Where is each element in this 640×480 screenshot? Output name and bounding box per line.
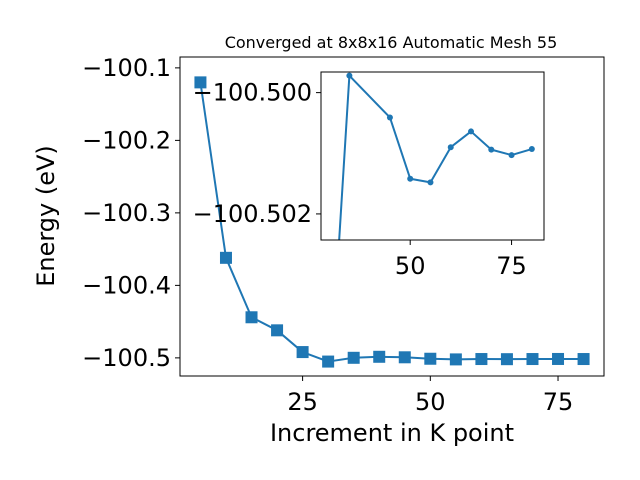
- main-data-point: [194, 76, 207, 89]
- inset-series-group: [338, 72, 535, 240]
- main-y-tick-label: −100.4: [82, 271, 171, 299]
- main-data-point: [322, 355, 335, 368]
- main-x-tick-label: 50: [415, 388, 446, 416]
- inset-data-point: [427, 179, 434, 186]
- main-x-axis-label: Increment in K point: [270, 419, 514, 447]
- main-data-point: [577, 353, 590, 366]
- main-y-tick-label: −100.1: [82, 54, 171, 82]
- inset-data-point: [488, 146, 495, 153]
- main-x-tick-label: 25: [287, 388, 318, 416]
- main-y-tick-label: −100.3: [82, 199, 171, 227]
- inset-series-line: [338, 74, 533, 240]
- main-data-point: [526, 353, 539, 366]
- main-y-tick-label: −100.2: [82, 126, 171, 154]
- inset-x-tick-label: 75: [496, 252, 527, 280]
- inset-axes-frame: [320, 71, 545, 241]
- main-y-tick-label: −100.5: [82, 344, 171, 372]
- inset-axes: 50 75 −100.502 −100.500: [193, 71, 545, 280]
- main-series-group: [194, 76, 590, 368]
- main-axes: Converged at 8x8x16 Automatic Mesh 55 25…: [32, 33, 605, 447]
- main-data-point: [296, 346, 309, 359]
- inset-y-tick-label: −100.502: [193, 200, 312, 228]
- main-data-point: [424, 352, 437, 365]
- inset-data-point: [468, 128, 475, 135]
- inset-axes-background: [321, 72, 544, 240]
- inset-data-point: [447, 144, 454, 151]
- main-data-point: [398, 351, 411, 364]
- main-x-ticks: 25 50 75: [287, 376, 573, 416]
- main-y-axis-label: Energy (eV): [32, 145, 60, 287]
- main-chart-title: Converged at 8x8x16 Automatic Mesh 55: [225, 33, 558, 52]
- main-data-point: [552, 352, 565, 365]
- main-data-point: [500, 353, 513, 366]
- inset-data-point: [528, 146, 535, 153]
- main-series-line: [199, 82, 584, 363]
- inset-data-point: [346, 72, 353, 79]
- inset-y-ticks: −100.502 −100.500: [193, 79, 321, 228]
- main-axes-frame: [179, 56, 605, 377]
- main-data-point: [347, 351, 360, 364]
- inset-x-tick-label: 50: [395, 252, 426, 280]
- main-data-point: [449, 353, 462, 366]
- main-data-point: [219, 251, 232, 264]
- main-data-point: [475, 353, 488, 366]
- main-data-point: [245, 311, 258, 324]
- inset-data-point: [386, 114, 393, 121]
- main-data-point: [271, 324, 284, 337]
- inset-data-point: [407, 175, 414, 182]
- main-y-ticks: −100.1 −100.2 −100.3 −100.4 −100.5: [82, 54, 180, 372]
- main-data-point: [373, 350, 386, 363]
- inset-x-ticks: 50 75: [395, 240, 527, 280]
- main-x-tick-label: 75: [543, 388, 574, 416]
- inset-data-point: [508, 152, 515, 159]
- inset-y-tick-label: −100.500: [193, 79, 312, 107]
